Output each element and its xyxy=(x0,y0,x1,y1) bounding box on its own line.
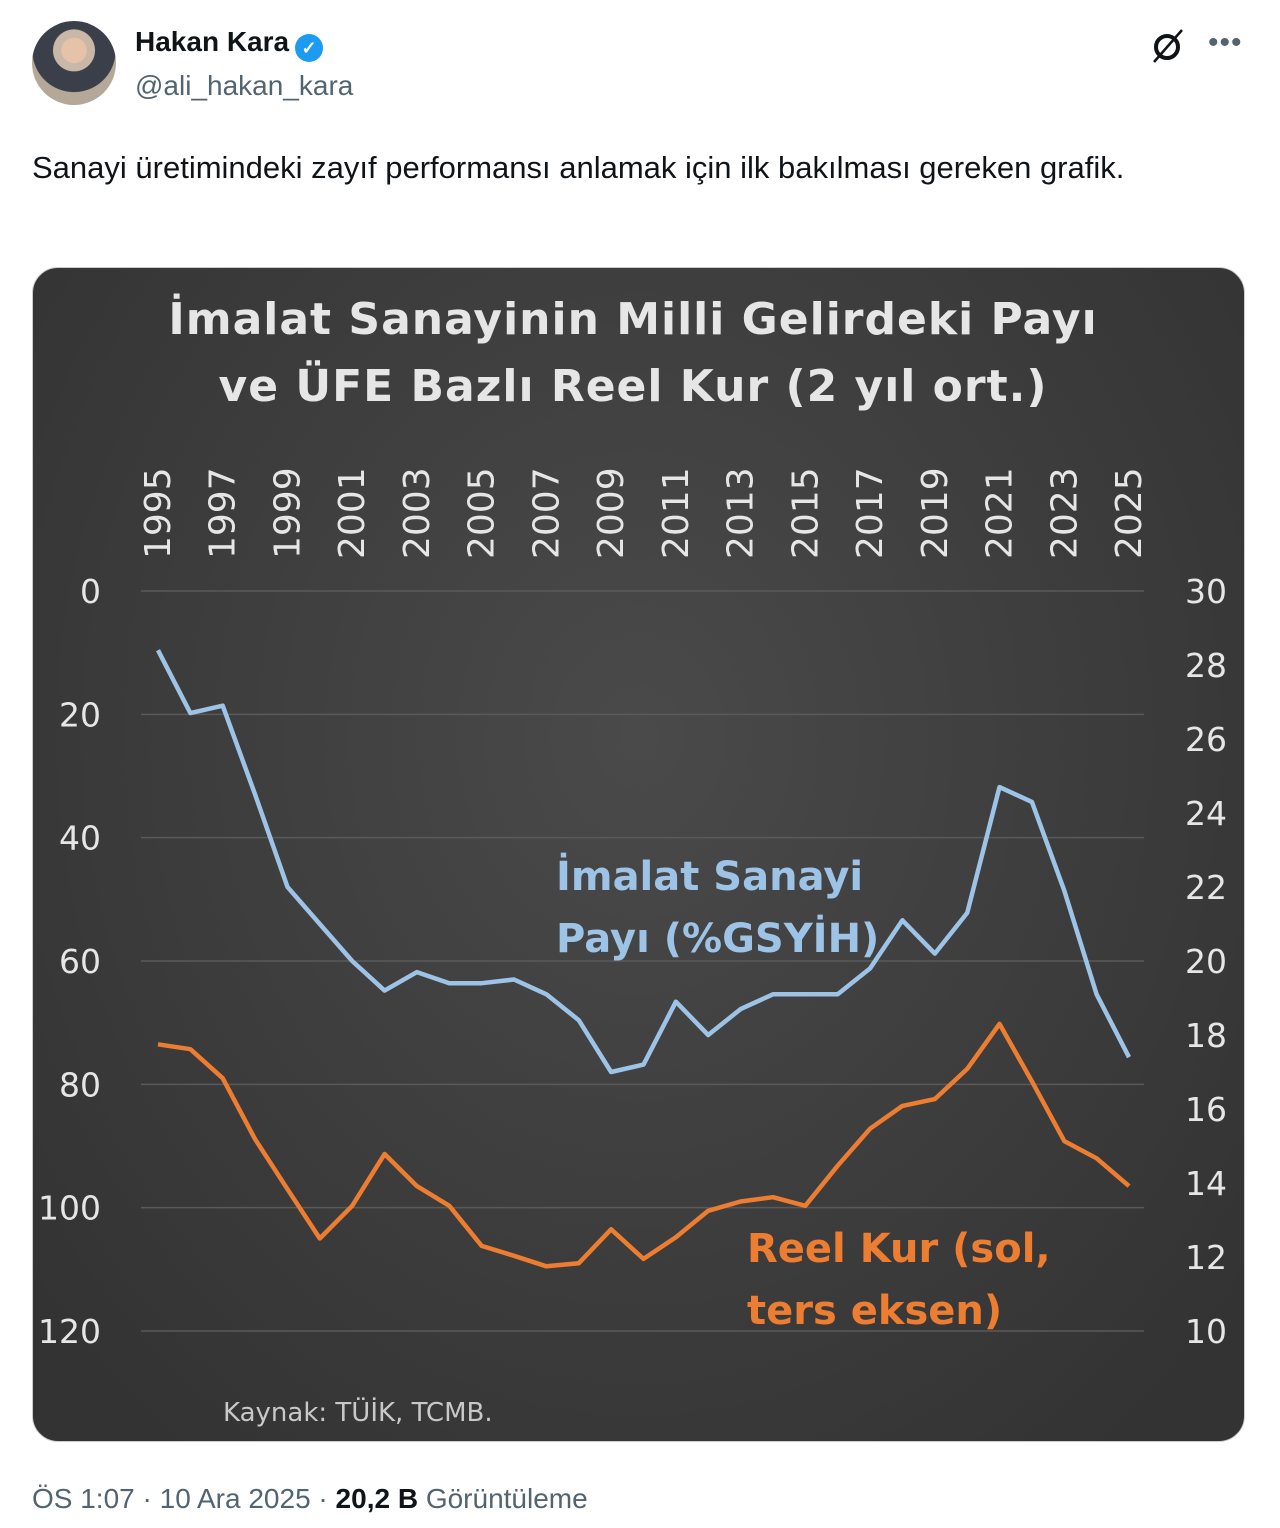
x-tick-label: 2009 xyxy=(591,467,632,559)
chart-image[interactable]: İmalat Sanayinin Milli Gelirdeki Payı ve … xyxy=(32,267,1245,1442)
right-tick-label: 30 xyxy=(1185,572,1227,611)
x-tick-label: 1997 xyxy=(203,467,244,559)
avatar[interactable] xyxy=(32,21,116,105)
tweet-text: Sanayi üretimindeki zayıf performansı an… xyxy=(32,150,1125,185)
left-tick-label: 0 xyxy=(80,572,101,611)
series-label: Payı (%GSYİH) xyxy=(556,914,879,962)
x-tick-label: 2019 xyxy=(915,467,956,559)
right-tick-label: 20 xyxy=(1185,942,1227,981)
tweet-time[interactable]: ÖS 1:07 xyxy=(32,1483,135,1514)
chart-title: İmalat Sanayinin Milli Gelirdeki Payı xyxy=(168,292,1097,345)
chart-source: Kaynak: TÜİK, TCMB. xyxy=(223,1396,493,1428)
series-label: Reel Kur (sol, xyxy=(747,1226,1051,1272)
left-tick-label: 100 xyxy=(38,1189,101,1228)
x-tick-label: 2013 xyxy=(721,467,762,559)
right-tick-label: 16 xyxy=(1185,1090,1227,1129)
left-tick-label: 20 xyxy=(59,695,101,734)
x-tick-label: 2011 xyxy=(656,467,697,559)
grok-icon[interactable] xyxy=(1148,26,1188,66)
left-tick-label: 80 xyxy=(59,1065,101,1104)
right-tick-label: 14 xyxy=(1185,1164,1227,1203)
x-tick-label: 2023 xyxy=(1044,467,1085,559)
series-label: ters eksen) xyxy=(747,1288,1002,1334)
left-tick-label: 40 xyxy=(59,819,101,858)
right-tick-label: 10 xyxy=(1185,1312,1227,1351)
x-tick-label: 2003 xyxy=(397,467,438,559)
series-label: İmalat Sanayi xyxy=(556,852,863,900)
x-tick-label: 2001 xyxy=(332,467,373,559)
views-count: 20,2 B xyxy=(335,1483,419,1514)
right-tick-label: 18 xyxy=(1185,1016,1227,1055)
author-handle[interactable]: @ali_hakan_kara xyxy=(135,70,354,101)
x-tick-label: 2021 xyxy=(980,467,1021,559)
right-tick-label: 22 xyxy=(1185,868,1227,907)
author-name-text: Hakan Kara xyxy=(135,26,290,57)
views-label: Görüntüleme xyxy=(425,1483,588,1514)
right-tick-label: 12 xyxy=(1185,1238,1227,1277)
chart: İmalat Sanayinin Milli Gelirdeki Payı ve … xyxy=(38,292,1227,1428)
x-tick-label: 2017 xyxy=(850,467,891,559)
left-tick-label: 120 xyxy=(38,1312,101,1351)
tweet-date[interactable]: 10 Ara 2025 xyxy=(159,1483,311,1514)
x-tick-label: 2025 xyxy=(1109,467,1150,559)
right-tick-label: 26 xyxy=(1185,720,1227,759)
verified-badge-icon: ✓ xyxy=(295,34,324,62)
x-tick-label: 2007 xyxy=(526,467,567,559)
x-tick-label: 1999 xyxy=(267,467,308,559)
x-tick-label: 2015 xyxy=(785,467,826,559)
chart-title: ve ÜFE Bazlı Reel Kur (2 yıl ort.) xyxy=(219,359,1048,412)
x-tick-label: 2005 xyxy=(462,467,503,559)
author-name[interactable]: Hakan Kara ✓ xyxy=(135,26,324,62)
left-tick-label: 60 xyxy=(59,942,101,981)
right-tick-label: 24 xyxy=(1185,794,1227,833)
tweet-meta: ÖS 1:07 · 10 Ara 2025 · 20,2 B Görüntüle… xyxy=(32,1483,588,1514)
x-tick-label: 1995 xyxy=(138,467,179,559)
right-tick-label: 28 xyxy=(1185,646,1227,685)
more-icon[interactable]: ••• xyxy=(1208,26,1243,59)
